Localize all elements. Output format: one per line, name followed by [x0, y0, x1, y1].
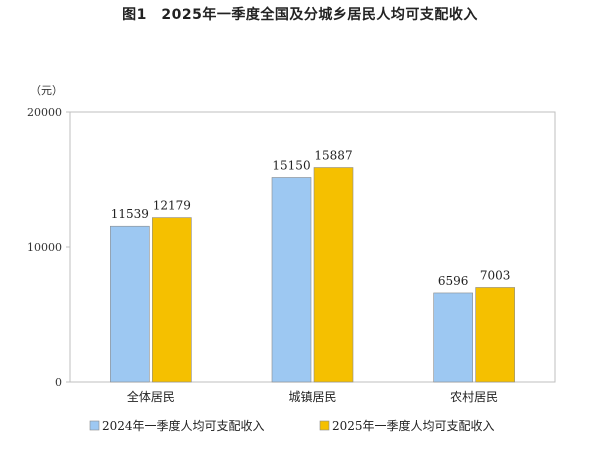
legend: 2024年一季度人均可支配收入 2025年一季度人均可支配收入 [89, 418, 495, 433]
legend-label: 2024年一季度人均可支配收入 [102, 418, 265, 433]
bar-2025-2 [475, 287, 515, 383]
x-tick-label: 农村居民 [450, 390, 498, 404]
data-label: 15887 [314, 149, 352, 163]
chart-title: 图1 2025年一季度全国及分城乡居民人均可支配收入 [122, 7, 478, 23]
data-label: 15150 [272, 158, 310, 172]
unit-label: （元） [30, 84, 63, 97]
y-tick-label: 0 [55, 376, 62, 389]
data-label: 11539 [111, 207, 149, 221]
bars-group: 11539 12179 15150 15887 6596 7003 [110, 149, 515, 383]
data-label: 6596 [438, 274, 469, 288]
y-axis: 0 10000 20000 [27, 106, 70, 389]
y-tick-label: 10000 [27, 241, 62, 254]
legend-label: 2025年一季度人均可支配收入 [332, 418, 495, 433]
data-label: 7003 [480, 268, 511, 282]
bar-2025-0 [152, 217, 192, 383]
legend-swatch [89, 420, 100, 431]
x-tick-label: 城镇居民 [288, 390, 336, 404]
bar-2025-1 [313, 167, 354, 383]
bar-2024-0 [110, 225, 150, 383]
data-label: 12179 [153, 199, 191, 213]
legend-swatch [319, 420, 330, 431]
y-tick-label: 20000 [27, 106, 62, 119]
x-tick-label: 全体居民 [127, 389, 175, 404]
x-axis: 全体居民 城镇居民 农村居民 [127, 389, 498, 404]
bar-2024-1 [271, 177, 312, 383]
bar-2024-2 [433, 292, 473, 383]
